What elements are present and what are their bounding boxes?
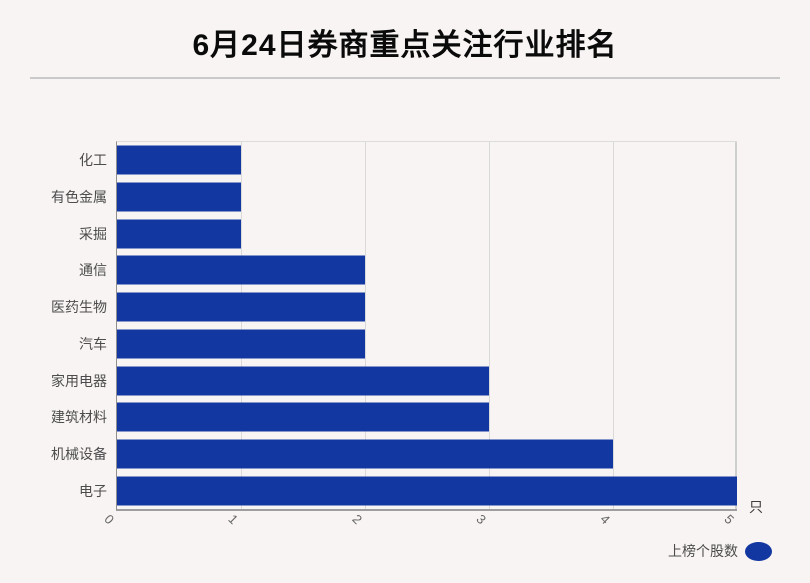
gridline-x-1 [241,142,242,509]
x-tick-label: 3 [473,511,490,528]
bar-row: 化工 [79,142,737,179]
category-label: 汽车 [79,335,107,352]
legend: 上榜个股数 [668,541,772,561]
bar [117,366,489,396]
bar-row: 电子 [79,472,737,509]
bar [117,182,241,212]
bar [117,292,365,322]
category-label: 医药生物 [51,299,107,316]
category-label: 家用电器 [51,372,107,389]
gridline-x-5 [735,142,737,509]
x-tick-label: 4 [597,511,614,528]
x-tick-label: 5 [721,511,738,528]
bar-row: 采掘 [79,215,737,252]
x-axis-unit-label: 只 [749,499,763,515]
bar [117,439,613,469]
gridline-x-4 [613,142,614,509]
bar [117,219,241,249]
gridline-x-3 [489,142,490,509]
gridline-x-2 [365,142,366,509]
category-label: 机械设备 [51,445,107,462]
bar [117,145,241,175]
bar [117,476,737,506]
bar-row: 建筑材料 [51,399,737,436]
bar [117,255,365,285]
bar [117,402,489,432]
category-label: 化工 [79,152,107,169]
x-tick-label: 2 [349,511,366,528]
bar-row: 医药生物 [51,289,737,326]
chart-title: 6月24日券商重点关注行业排名 [192,29,618,62]
bar [117,329,365,359]
bar-row: 汽车 [79,326,737,363]
plot-area: 化工有色金属采掘通信医药生物汽车家用电器建筑材料机械设备电子 [51,141,737,511]
bar-row: 家用电器 [51,362,737,399]
legend-label: 上榜个股数 [668,543,738,559]
category-label: 电子 [79,482,107,499]
legend-marker-circle-icon [745,541,772,561]
category-label: 有色金属 [51,189,107,206]
x-tick-label: 1 [225,511,242,528]
bar-row: 有色金属 [51,179,737,216]
bar-row: 机械设备 [51,436,737,473]
title-divider [30,77,780,79]
bar-row: 通信 [79,252,737,289]
category-label: 采掘 [79,225,107,242]
x-tick-label: 0 [101,511,118,528]
x-axis-ticks: 0 1 2 3 4 5 [101,510,738,540]
category-label: 通信 [79,262,107,279]
category-label: 建筑材料 [51,409,107,426]
